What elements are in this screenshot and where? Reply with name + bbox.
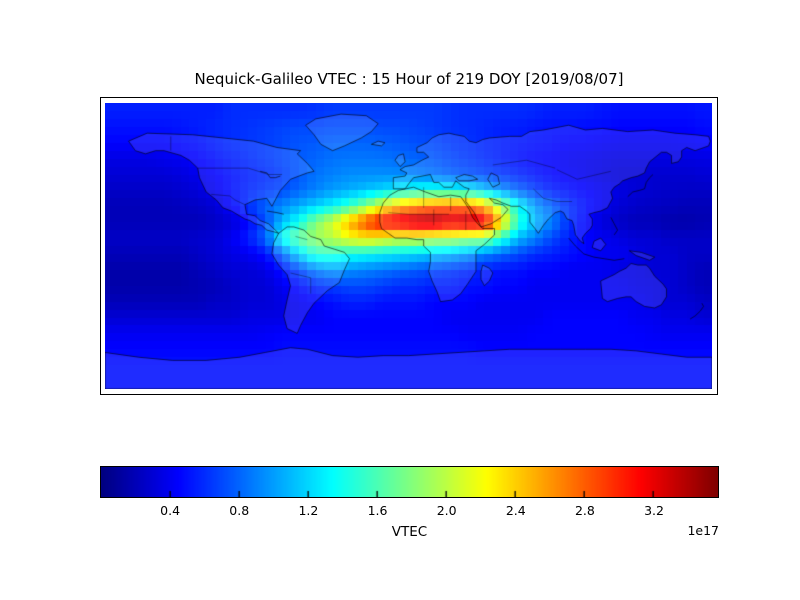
colorbar-axis-label: VTEC [391, 524, 428, 540]
colorbar-tick-label: 2.8 [574, 503, 595, 518]
colorbar-scale-factor: 1e17 [687, 523, 719, 538]
colorbar-tick-label: 3.2 [644, 503, 664, 518]
colorbar-tick-label: 1.6 [367, 503, 388, 518]
colorbar-tick-label: 2.4 [505, 503, 526, 518]
colorbar-frame [100, 466, 719, 498]
vtec-world-heatmap-canvas [105, 103, 712, 389]
colorbar-tick-label: 0.4 [160, 503, 181, 518]
plot-title: Nequick-Galileo VTEC : 15 Hour of 219 DO… [194, 70, 624, 88]
colorbar-tick-label: 0.8 [229, 503, 250, 518]
colorbar-gradient-canvas [101, 467, 718, 497]
colorbar-tick-label: 2.0 [436, 503, 457, 518]
colorbar-tick-label: 1.2 [298, 503, 319, 518]
